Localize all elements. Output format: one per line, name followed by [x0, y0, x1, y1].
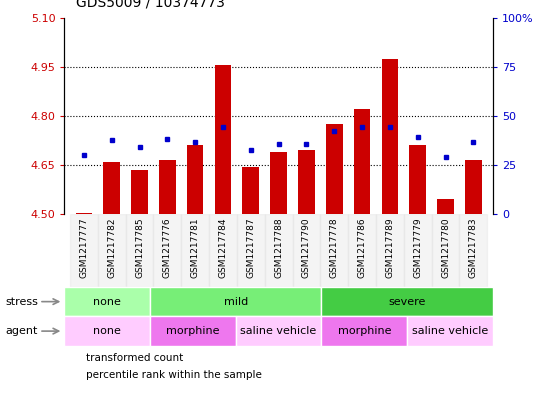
- Bar: [404, 214, 432, 287]
- Text: GSM1217780: GSM1217780: [441, 217, 450, 278]
- Bar: [459, 214, 487, 287]
- Text: GDS5009 / 10374773: GDS5009 / 10374773: [76, 0, 225, 10]
- Text: transformed count: transformed count: [86, 353, 183, 363]
- Text: GSM1217789: GSM1217789: [385, 217, 394, 278]
- Bar: [265, 214, 292, 287]
- Text: GSM1217778: GSM1217778: [330, 217, 339, 278]
- Text: stress: stress: [6, 297, 39, 307]
- Bar: [321, 316, 407, 346]
- Text: GSM1217788: GSM1217788: [274, 217, 283, 278]
- Bar: [348, 214, 376, 287]
- Bar: [131, 170, 148, 214]
- Text: GSM1217790: GSM1217790: [302, 217, 311, 278]
- Text: GSM1217782: GSM1217782: [107, 217, 116, 277]
- Bar: [381, 59, 398, 214]
- Bar: [407, 316, 493, 346]
- Text: GSM1217783: GSM1217783: [469, 217, 478, 278]
- Bar: [98, 214, 125, 287]
- Bar: [376, 214, 404, 287]
- Text: GSM1217786: GSM1217786: [357, 217, 367, 278]
- Text: severe: severe: [389, 297, 426, 307]
- Bar: [70, 214, 98, 287]
- Bar: [465, 160, 482, 214]
- Bar: [153, 214, 181, 287]
- Bar: [320, 214, 348, 287]
- Bar: [432, 214, 459, 287]
- Text: morphine: morphine: [338, 326, 391, 336]
- Bar: [298, 150, 315, 214]
- Bar: [270, 152, 287, 214]
- Bar: [214, 65, 231, 214]
- Text: GSM1217781: GSM1217781: [190, 217, 200, 278]
- Text: GSM1217777: GSM1217777: [80, 217, 88, 278]
- Bar: [409, 145, 426, 214]
- Bar: [64, 287, 150, 316]
- Bar: [76, 213, 92, 214]
- Bar: [321, 287, 493, 316]
- Bar: [187, 145, 203, 214]
- Bar: [354, 109, 370, 214]
- Text: GSM1217779: GSM1217779: [413, 217, 422, 278]
- Text: GSM1217785: GSM1217785: [135, 217, 144, 278]
- Bar: [292, 214, 320, 287]
- Text: mild: mild: [223, 297, 248, 307]
- Bar: [209, 214, 237, 287]
- Text: saline vehicle: saline vehicle: [240, 326, 317, 336]
- Bar: [159, 160, 176, 214]
- Bar: [236, 316, 321, 346]
- Text: GSM1217784: GSM1217784: [218, 217, 227, 277]
- Bar: [125, 214, 153, 287]
- Text: saline vehicle: saline vehicle: [412, 326, 488, 336]
- Bar: [237, 214, 265, 287]
- Text: GSM1217776: GSM1217776: [163, 217, 172, 278]
- Bar: [181, 214, 209, 287]
- Text: percentile rank within the sample: percentile rank within the sample: [86, 370, 262, 380]
- Bar: [242, 167, 259, 214]
- Text: agent: agent: [6, 326, 38, 336]
- Text: GSM1217787: GSM1217787: [246, 217, 255, 278]
- Bar: [150, 316, 236, 346]
- Bar: [104, 162, 120, 214]
- Text: none: none: [94, 297, 121, 307]
- Bar: [150, 287, 321, 316]
- Bar: [437, 199, 454, 214]
- Bar: [64, 316, 150, 346]
- Text: none: none: [94, 326, 121, 336]
- Bar: [326, 124, 343, 214]
- Text: morphine: morphine: [166, 326, 220, 336]
